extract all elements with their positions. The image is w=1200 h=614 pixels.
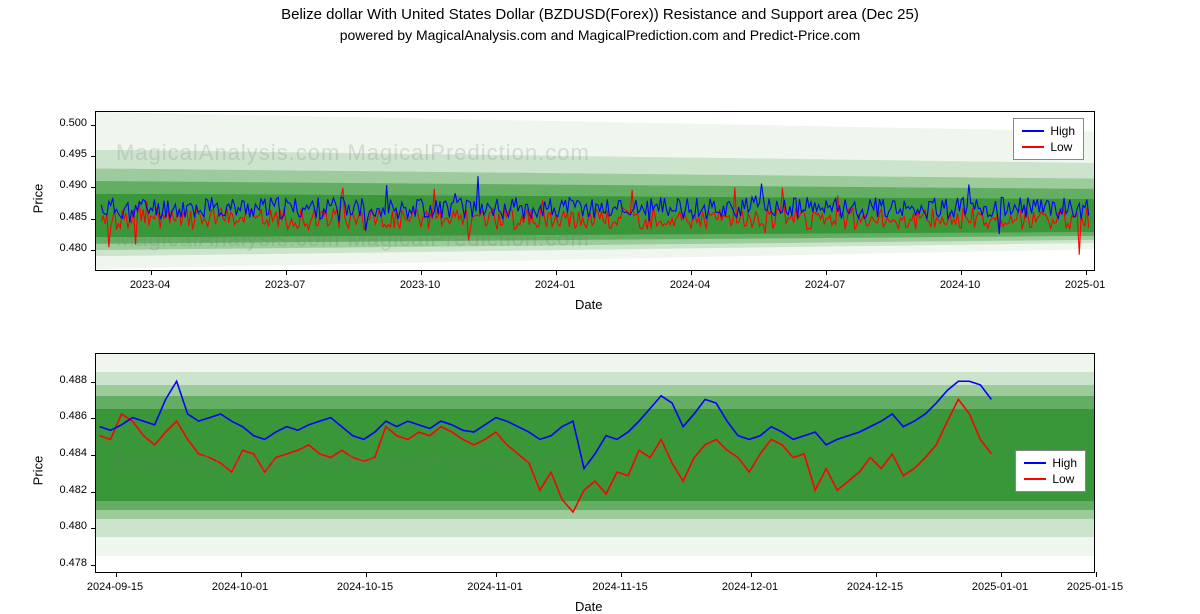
legend-swatch-low: [1022, 146, 1044, 148]
legend-swatch-low: [1024, 478, 1046, 480]
legend-item-low: Low: [1024, 471, 1077, 487]
x-tick-label: 2025-01: [1065, 279, 1105, 291]
x-tick-label: 2024-10-15: [337, 581, 393, 593]
x-axis-label-top: Date: [575, 297, 602, 312]
x-tick-label: 2024-11-01: [467, 581, 522, 593]
bottom-chart-panel: MagicalAnalysis.com MagicalPrediction.co…: [95, 353, 1095, 573]
x-tick-label: 2024-10-01: [212, 581, 268, 593]
x-tick-label: 2025-01-01: [972, 581, 1028, 593]
x-tick-label: 2024-09-15: [87, 581, 143, 593]
x-tick-label: 2024-04: [670, 279, 710, 291]
legend-item-high: High: [1024, 455, 1077, 471]
y-tick-label: 0.482: [45, 484, 87, 496]
x-tick-label: 2024-12-01: [722, 581, 778, 593]
x-tick-label: 2025-01-15: [1067, 581, 1123, 593]
top-chart-lines: [96, 112, 1094, 270]
bottom-chart-lines: [96, 354, 1094, 572]
price-line: [100, 381, 992, 468]
x-tick-label: 2023-07: [265, 279, 305, 291]
price-line: [101, 176, 1089, 234]
legend-label-high: High: [1052, 456, 1077, 470]
legend-label-low: Low: [1052, 472, 1074, 486]
x-tick-label: 2023-10: [400, 279, 440, 291]
y-axis-label-bottom: Price: [30, 456, 45, 486]
chart-subtitle: powered by MagicalAnalysis.com and Magic…: [0, 27, 1200, 43]
y-tick-label: 0.500: [45, 117, 87, 129]
y-tick-label: 0.484: [45, 447, 87, 459]
x-tick-label: 2024-07: [805, 279, 845, 291]
x-tick-label: 2024-10: [940, 279, 980, 291]
y-tick-label: 0.480: [45, 242, 87, 254]
legend-bottom: High Low: [1015, 450, 1086, 492]
y-tick-label: 0.490: [45, 179, 87, 191]
y-tick-label: 0.486: [45, 410, 87, 422]
x-axis-label-bottom: Date: [575, 599, 602, 614]
legend-swatch-high: [1024, 462, 1046, 464]
y-tick-label: 0.495: [45, 148, 87, 160]
x-tick-label: 2024-11-15: [592, 581, 647, 593]
chart-title: Belize dollar With United States Dollar …: [0, 6, 1200, 23]
x-tick-label: 2024-01: [535, 279, 575, 291]
y-tick-label: 0.480: [45, 520, 87, 532]
top-chart-panel: MagicalAnalysis.com MagicalPrediction.co…: [95, 111, 1095, 271]
x-tick-label: 2023-04: [130, 279, 170, 291]
legend-top: High Low: [1013, 118, 1084, 160]
y-tick-label: 0.485: [45, 211, 87, 223]
y-tick-label: 0.488: [45, 374, 87, 386]
legend-label-low: Low: [1050, 140, 1072, 154]
price-line: [100, 399, 992, 512]
x-tick-label: 2024-12-15: [847, 581, 903, 593]
legend-item-high: High: [1022, 123, 1075, 139]
legend-swatch-high: [1022, 130, 1044, 132]
y-axis-label-top: Price: [30, 184, 45, 214]
price-line: [101, 187, 1089, 254]
y-tick-label: 0.478: [45, 557, 87, 569]
legend-label-high: High: [1050, 124, 1075, 138]
legend-item-low: Low: [1022, 139, 1075, 155]
